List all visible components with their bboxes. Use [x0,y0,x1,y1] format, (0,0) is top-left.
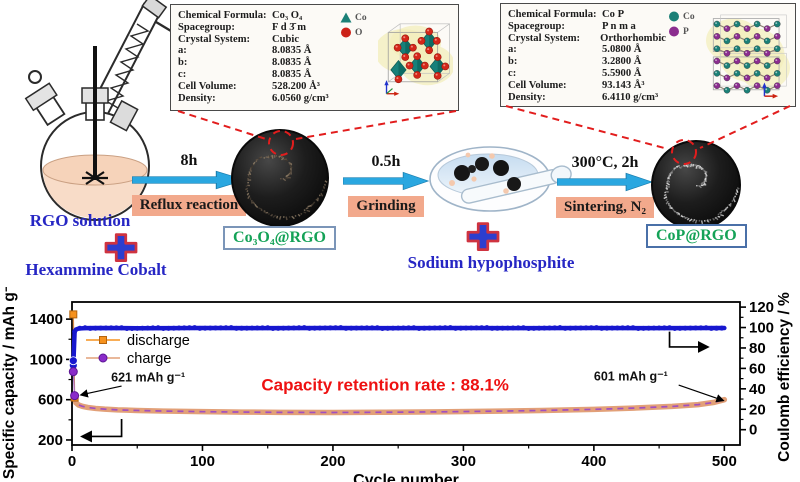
svg-text:120: 120 [749,299,774,316]
svg-text:600: 600 [38,392,63,409]
svg-text:200: 200 [320,453,345,470]
svg-text:60: 60 [749,360,766,377]
parameter-row: b: 3.2800 Å [508,56,642,68]
svg-text:400: 400 [581,453,606,470]
arrow-right-icon [131,170,247,190]
hexammine-cobalt-label: Hexammine Cobalt [25,260,167,279]
svg-text:discharge: discharge [127,333,190,349]
svg-text:100: 100 [749,320,774,337]
cop-atom-legend: Co P [668,11,702,37]
svg-text:Specific capacity / mAh g⁻¹: Specific capacity / mAh g⁻¹ [1,287,18,479]
atom-legend-item: Co [340,12,374,23]
svg-text:0: 0 [749,422,757,439]
plus-icon [104,233,138,263]
svg-text:Cycle number: Cycle number [353,472,459,482]
reflux-flask-icon [24,0,172,221]
svg-text:charge: charge [127,351,171,367]
svg-text:Capacity retention rate : 88.1: Capacity retention rate : 88.1% [261,376,509,395]
condenser-coil-icon [104,23,150,109]
step-sintering: 300°C, 2h Sintering, N₂ [556,154,654,218]
parameter-row: a: 5.0800 Å [508,44,642,56]
parameter-row: Chemical Formula: Co₃ O₄ [178,10,303,21]
parameter-row: Cell Volume: 93.143 Å³ [508,79,645,91]
step-grinding: 0.5h Grinding [342,153,430,217]
svg-text:40: 40 [749,381,766,398]
atom-legend-item: P [668,26,702,37]
atom-legend-item: Co [668,11,702,22]
parameter-row: Density: 6.4110 g/cm³ [508,91,659,103]
svg-text:1400: 1400 [30,311,63,328]
parameter-row: Spacegroup: P n m a [508,20,636,32]
svg-text:Coulomb efficiency / %: Coulomb efficiency / % [776,292,793,462]
parameter-row: Chemical Formula: Co P [508,9,625,20]
parameter-row: b: 8.0835 Å [178,57,312,69]
co3o4-atom-legend: Co O [340,12,374,38]
parameter-row: a: 8.0835 Å [178,45,312,57]
cycling-performance-chart: 0 100 200 300 400 500 200 600 1000 1400 0 20 40 60 80 1… [1,287,793,482]
co3o4-parameters: Chemical Formula: Co₃ O₄ Spacegroup: F d 3̄… [178,10,338,104]
parameter-row: Spacegroup: F d 3̄ m [178,21,307,33]
arrow-right-icon [556,172,654,192]
svg-text:0: 0 [68,453,76,470]
parameter-row: Density: 6.0560 g/cm³ [178,92,329,104]
svg-text:80: 80 [749,340,766,357]
co3o4-crystal-structure-icon [378,23,453,96]
cop-crystal-structure-icon [706,14,790,99]
parameter-row: Cell Volume: 528.200 Å³ [178,80,320,92]
svg-text:601 mAh g⁻¹: 601 mAh g⁻¹ [594,370,668,384]
atom-legend-item: O [340,27,374,38]
step3-time-label: 300°C, 2h [571,154,639,171]
svg-text:100: 100 [190,453,215,470]
svg-text:1000: 1000 [30,351,63,368]
sodium-hypophosphite-label: Sodium hypophosphite [407,253,575,272]
co3o4-info-box: Chemical Formula: Co₃ O₄ Spacegroup: F d 3̄… [170,4,459,111]
co3o4-rgo-label: Co₃O₄@RGO [223,226,336,250]
parameter-row: c: 5.5900 Å [508,67,642,79]
svg-text:20: 20 [749,401,766,418]
arrow-right-icon [342,171,430,191]
step-reflux: 8h Reflux reaction [131,152,247,216]
step3-process-label: Sintering, N₂ [556,197,654,218]
svg-text:300: 300 [451,453,476,470]
cop-rgo-label: CoP@RGO [646,224,747,248]
rgo-solution-label: RGO solution [29,211,131,230]
parameter-row: Crystal System: Orthorhombic [508,32,666,44]
mortar-pestle-icon [429,146,572,212]
svg-text:500: 500 [712,453,737,470]
cop-rgo-sphere-icon [651,140,741,230]
step1-process-label: Reflux reaction [131,195,247,216]
step2-process-label: Grinding [348,196,424,217]
step2-time-label: 0.5h [371,153,401,170]
parameter-row: c: 8.0835 Å [178,68,312,80]
parameter-row: Crystal System: Cubic [178,33,300,45]
co3o4-rgo-sphere-icon [231,129,329,227]
plus-icon [466,222,500,252]
svg-text:200: 200 [38,432,63,449]
step1-time-label: 8h [180,152,198,169]
svg-text:621 mAh g⁻¹: 621 mAh g⁻¹ [111,371,185,385]
